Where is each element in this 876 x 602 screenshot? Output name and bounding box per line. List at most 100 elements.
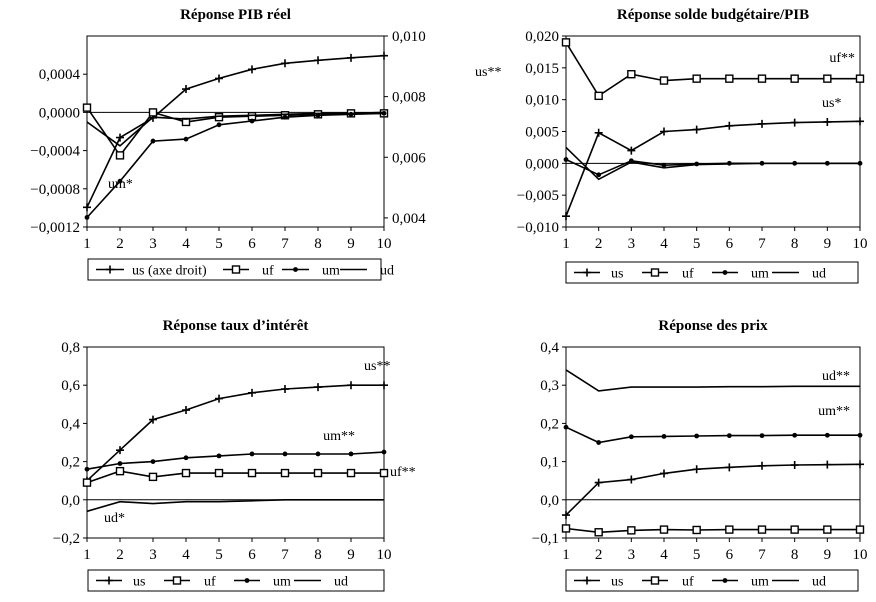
- data-point: [692, 465, 701, 474]
- data-point: [824, 432, 830, 438]
- series-uf: [82, 466, 389, 487]
- y-tick-label: 0,010: [525, 93, 559, 109]
- legend-label: us: [611, 575, 623, 590]
- series-line: [86, 111, 385, 147]
- x-tick-label: 5: [693, 547, 701, 563]
- data-point: [759, 433, 765, 439]
- significance-label: us**: [475, 65, 501, 80]
- significance-label: um*: [108, 177, 133, 192]
- data-point: [281, 59, 289, 68]
- data-point: [282, 451, 288, 457]
- data-point: [562, 212, 570, 221]
- data-point: [381, 449, 387, 455]
- data-point: [150, 459, 156, 464]
- chart-panel-3: Réponse taux d’intérêt 0,8 0,6 0,4 0,2 0,0 −0,…: [53, 318, 416, 592]
- data-point: [116, 133, 124, 142]
- chart-panel-1: Réponse PIB réel 0,0004 0,0000 −0,0004 −0,00…: [30, 7, 501, 281]
- legend-label: us: [611, 267, 623, 282]
- y-tick-label: −0,0008: [30, 182, 80, 198]
- y-tick-label: 0,2: [61, 455, 80, 471]
- x-tick-label: 6: [248, 236, 256, 252]
- legend-swatch-marker: [722, 578, 728, 583]
- data-point: [792, 432, 798, 438]
- data-point: [346, 468, 356, 478]
- plot-frame: [86, 346, 385, 539]
- x-tick-label: 10: [377, 547, 392, 563]
- series-um: [563, 424, 863, 445]
- legend-swatch-marker: [172, 576, 182, 585]
- data-point: [627, 526, 636, 535]
- data-point: [84, 466, 90, 472]
- x-tick-label: 2: [116, 547, 124, 563]
- data-point: [627, 69, 636, 79]
- legend-swatch-marker: [293, 267, 298, 272]
- x-tick-label: 3: [628, 236, 636, 252]
- data-point: [181, 468, 191, 478]
- data-point: [725, 74, 734, 83]
- x-tick-label: 5: [693, 236, 701, 252]
- legend-swatch-marker: [106, 265, 114, 274]
- series-uf: [561, 38, 865, 101]
- y-tick-label: 0,0: [61, 493, 80, 509]
- x-tick-label: 9: [824, 236, 832, 252]
- x-tick-label: 7: [758, 236, 766, 252]
- y-tick-label: 0,2: [540, 416, 559, 432]
- chart-title: Réponse solde budgétaire/PIB: [617, 7, 809, 23]
- legend-label: uf: [262, 264, 274, 279]
- data-point: [281, 385, 289, 394]
- data-point: [758, 461, 766, 470]
- x-tick-label: 2: [595, 236, 603, 252]
- legend-swatch-marker: [650, 576, 660, 585]
- data-point: [757, 525, 767, 534]
- data-point: [856, 460, 864, 469]
- data-point: [596, 172, 602, 178]
- x-tick-label: 3: [149, 547, 157, 563]
- x-tick-label: 10: [377, 236, 392, 252]
- data-point: [562, 511, 570, 520]
- y-tick-label: 0,020: [525, 29, 559, 45]
- x-tick-label: 4: [660, 547, 668, 563]
- data-point: [216, 122, 222, 128]
- x-tick-label: 1: [562, 547, 570, 563]
- data-point: [347, 53, 355, 62]
- data-point: [659, 76, 669, 85]
- data-point: [182, 85, 190, 94]
- data-point: [594, 128, 603, 137]
- x-tick-label: 8: [314, 547, 322, 563]
- data-point: [857, 432, 863, 438]
- data-point: [116, 446, 124, 455]
- x-tick-label: 6: [248, 547, 256, 563]
- data-point: [314, 383, 322, 392]
- y-tick-label: −0,1: [532, 531, 559, 547]
- data-point: [115, 151, 125, 160]
- data-point: [150, 138, 156, 144]
- data-point: [214, 468, 224, 478]
- legend-label: um: [322, 264, 340, 279]
- x-tick-label: 9: [347, 547, 355, 563]
- significance-label: uf**: [829, 51, 855, 66]
- legend-label: uf: [204, 575, 216, 590]
- x-tick-label: 8: [791, 547, 799, 563]
- legend-swatch-marker: [583, 268, 591, 277]
- data-point: [660, 469, 668, 478]
- series-line: [86, 499, 384, 513]
- data-point: [692, 74, 701, 83]
- data-point: [248, 388, 256, 397]
- data-point: [313, 468, 323, 478]
- data-point: [248, 65, 256, 74]
- data-point: [149, 415, 157, 424]
- data-point: [823, 460, 832, 469]
- y2-tick-label: 0,008: [392, 90, 426, 106]
- data-point: [692, 525, 701, 535]
- y-tick-label: 0,005: [525, 125, 559, 141]
- x-tick-label: 9: [347, 236, 355, 252]
- series-line: [86, 384, 384, 482]
- chart-panel-4: Réponse des prix 0,4 0,3 0,2 0,1 0,0 −0,11 2 3 4 5…: [532, 318, 868, 592]
- data-point: [280, 468, 290, 478]
- series-ud: [86, 111, 385, 147]
- x-tick-label: 4: [182, 236, 190, 252]
- data-point: [594, 91, 603, 101]
- series-line: [565, 120, 861, 217]
- data-point: [115, 466, 125, 476]
- data-point: [660, 127, 668, 136]
